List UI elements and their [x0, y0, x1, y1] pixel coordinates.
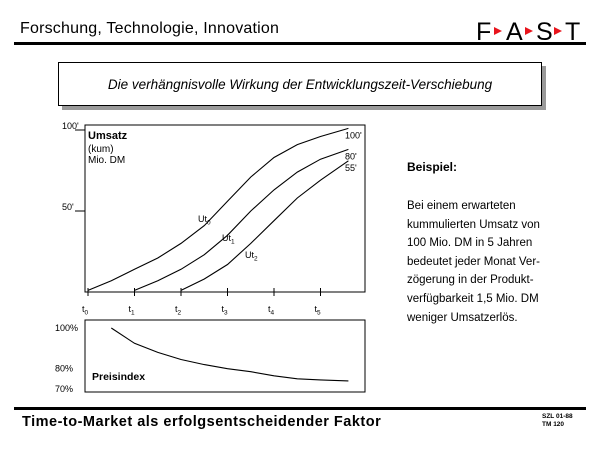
footer-code: SZL 01-88 TM 120: [542, 413, 573, 428]
umsatz-series-line: [180, 160, 349, 291]
logo-arrow-icon: [525, 27, 533, 35]
preisindex-chart-title: Preisindex: [92, 371, 145, 383]
logo-letter-f: F: [476, 18, 491, 44]
logo-arrow-icon: [554, 27, 562, 35]
umsatz-series-end-label: 100': [345, 130, 362, 140]
umsatz-x-tick-label: t2: [175, 304, 182, 317]
umsatz-x-tick-label: t1: [129, 304, 136, 317]
example-line: verfügbarkeit 1,5 Mio. DM: [407, 292, 539, 305]
umsatz-series-end-label: 55': [345, 163, 357, 173]
umsatz-chart-title: Umsatz: [88, 130, 128, 142]
example-heading: Beispiel:: [407, 160, 458, 174]
umsatz-x-tick-label: t5: [315, 304, 322, 317]
umsatz-x-tick-label: t0: [82, 304, 89, 317]
umsatz-y-label: Mio. DM: [88, 155, 125, 166]
example-text: Bei einem erwarteten kummulierten Umsatz…: [407, 197, 567, 327]
umsatz-series-label: Ut2: [245, 250, 258, 263]
umsatz-series-line: [87, 127, 349, 291]
umsatz-series-label: Ut1: [222, 233, 235, 246]
umsatz-y-tick-label: 50': [62, 202, 74, 212]
logo-letter-a: A: [506, 18, 523, 44]
logo-letter-s: S: [536, 18, 553, 44]
umsatz-series-line: [134, 148, 349, 291]
preisindex-y-tick-label: 100%: [55, 323, 78, 333]
example-line: kummulierten Umsatz von: [407, 218, 540, 231]
header-divider: [14, 42, 586, 45]
umsatz-y-label: (kum): [88, 144, 114, 155]
preisindex-y-tick-label: 70%: [55, 384, 73, 394]
example-line: weniger Umsatzerlös.: [407, 311, 518, 324]
example-line: bedeutet jeder Monat Ver-: [407, 255, 540, 268]
slide-title: Die verhängnisvolle Wirkung der Entwickl…: [107, 76, 493, 92]
umsatz-x-tick-label: t4: [268, 304, 275, 317]
logo-arrow-icon: [494, 27, 502, 35]
example-line: Bei einem erwarteten: [407, 200, 516, 212]
footer-divider: [14, 407, 586, 410]
example-line: 100 Mio. DM in 5 Jahren: [407, 237, 533, 250]
example-line: zögerung in der Produkt-: [407, 274, 534, 287]
preisindex-y-tick-label: 80%: [55, 364, 73, 374]
footer-title: Time-to-Market als erfolgsentscheidender…: [22, 414, 382, 430]
umsatz-series-label: Ut0: [198, 214, 211, 227]
umsatz-chart-frame: [84, 124, 366, 293]
footer-code-line: SZL 01-88: [542, 413, 573, 420]
slide-title-banner: Die verhängnisvolle Wirkung der Entwickl…: [58, 62, 542, 106]
logo-letter-t: T: [565, 18, 580, 44]
footer-code-line: TM 120: [542, 420, 565, 428]
header-title: Forschung, Technologie, Innovation: [20, 20, 280, 37]
fast-logo: F A S T: [476, 18, 580, 44]
umsatz-series-end-label: 80': [345, 151, 357, 161]
preisindex-series-line: [110, 327, 349, 382]
umsatz-y-tick-label: 100': [62, 121, 79, 131]
umsatz-x-tick-label: t3: [222, 304, 229, 317]
preisindex-chart-frame: [84, 319, 366, 393]
